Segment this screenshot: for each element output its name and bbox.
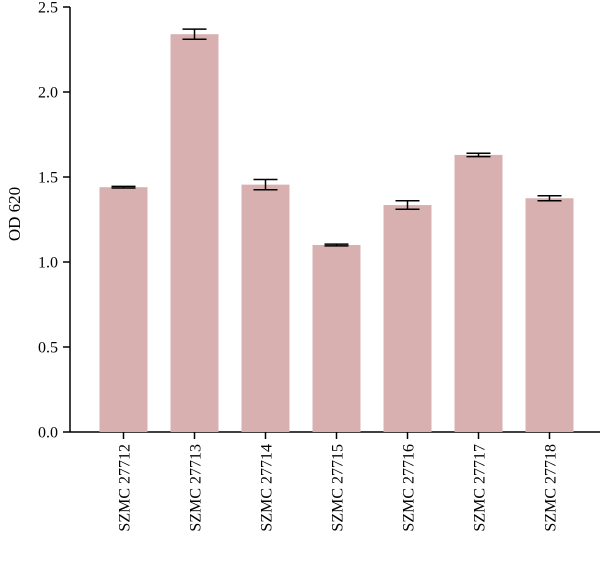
- y-tick-label: 0.5: [38, 340, 58, 357]
- y-tick-label: 0.0: [38, 425, 58, 442]
- bar: [241, 184, 290, 432]
- x-tick-label: SZMC 27715: [330, 444, 347, 532]
- bar: [312, 245, 361, 432]
- y-tick-label: 1.0: [38, 255, 58, 272]
- bar: [525, 198, 574, 432]
- y-tick-label: 1.5: [38, 170, 58, 187]
- x-tick-label: SZMC 27712: [117, 444, 134, 532]
- bar: [454, 154, 503, 432]
- bar: [170, 34, 219, 432]
- y-axis-title: OD 620: [5, 187, 24, 241]
- y-tick-label: 2.0: [38, 85, 58, 102]
- x-tick-label: SZMC 27716: [401, 444, 418, 532]
- bar: [383, 205, 432, 432]
- x-tick-label: SZMC 27713: [188, 444, 205, 532]
- x-tick-label: SZMC 27714: [259, 444, 276, 532]
- x-tick-label: SZMC 27717: [472, 444, 489, 532]
- x-tick-label: SZMC 27718: [543, 444, 560, 532]
- y-tick-label: 2.5: [38, 0, 58, 17]
- plot-area: 0.0 0.5 1.0 1.5 2.0 2.5 SZMC 27712 SZMC 27713 SZ…: [38, 0, 600, 532]
- bar: [99, 187, 148, 432]
